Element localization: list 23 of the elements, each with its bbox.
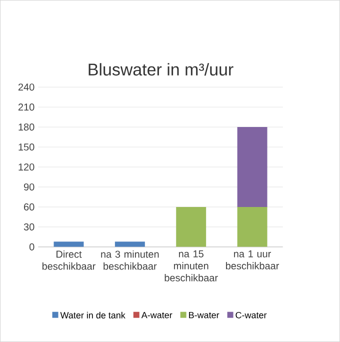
bar — [237, 206, 268, 247]
y-tick-label: 30 — [24, 223, 34, 230]
y-tick-label: 0 — [29, 243, 34, 250]
bar — [114, 242, 145, 247]
legend-label: A-water — [141, 312, 172, 318]
y-tick-label: 90 — [24, 183, 34, 191]
y-tick-label: 240 — [18, 84, 34, 91]
y-tick-label: 180 — [18, 124, 34, 131]
y-tick-label: 150 — [18, 143, 34, 151]
bar — [54, 242, 84, 247]
y-tick-label: 60 — [24, 203, 34, 210]
chart-title: Bluswater in m³/uur — [88, 63, 234, 76]
legend-label: B-water — [189, 312, 220, 318]
x-tick-label: na 1 uur beschikbaar — [226, 250, 280, 270]
x-tick-label: na 15 minuten beschikbaar — [164, 250, 218, 282]
x-tick-label: na 3 minuten beschikbaar — [101, 250, 159, 270]
x-tick-label: Direct beschikbaar — [42, 250, 96, 270]
bar — [176, 206, 206, 247]
bar — [237, 127, 268, 207]
y-tick-label: 120 — [18, 163, 34, 171]
legend-label: C-water — [236, 312, 267, 318]
legend-label: Water in de tank — [60, 312, 126, 318]
y-tick-label: 210 — [18, 104, 34, 111]
